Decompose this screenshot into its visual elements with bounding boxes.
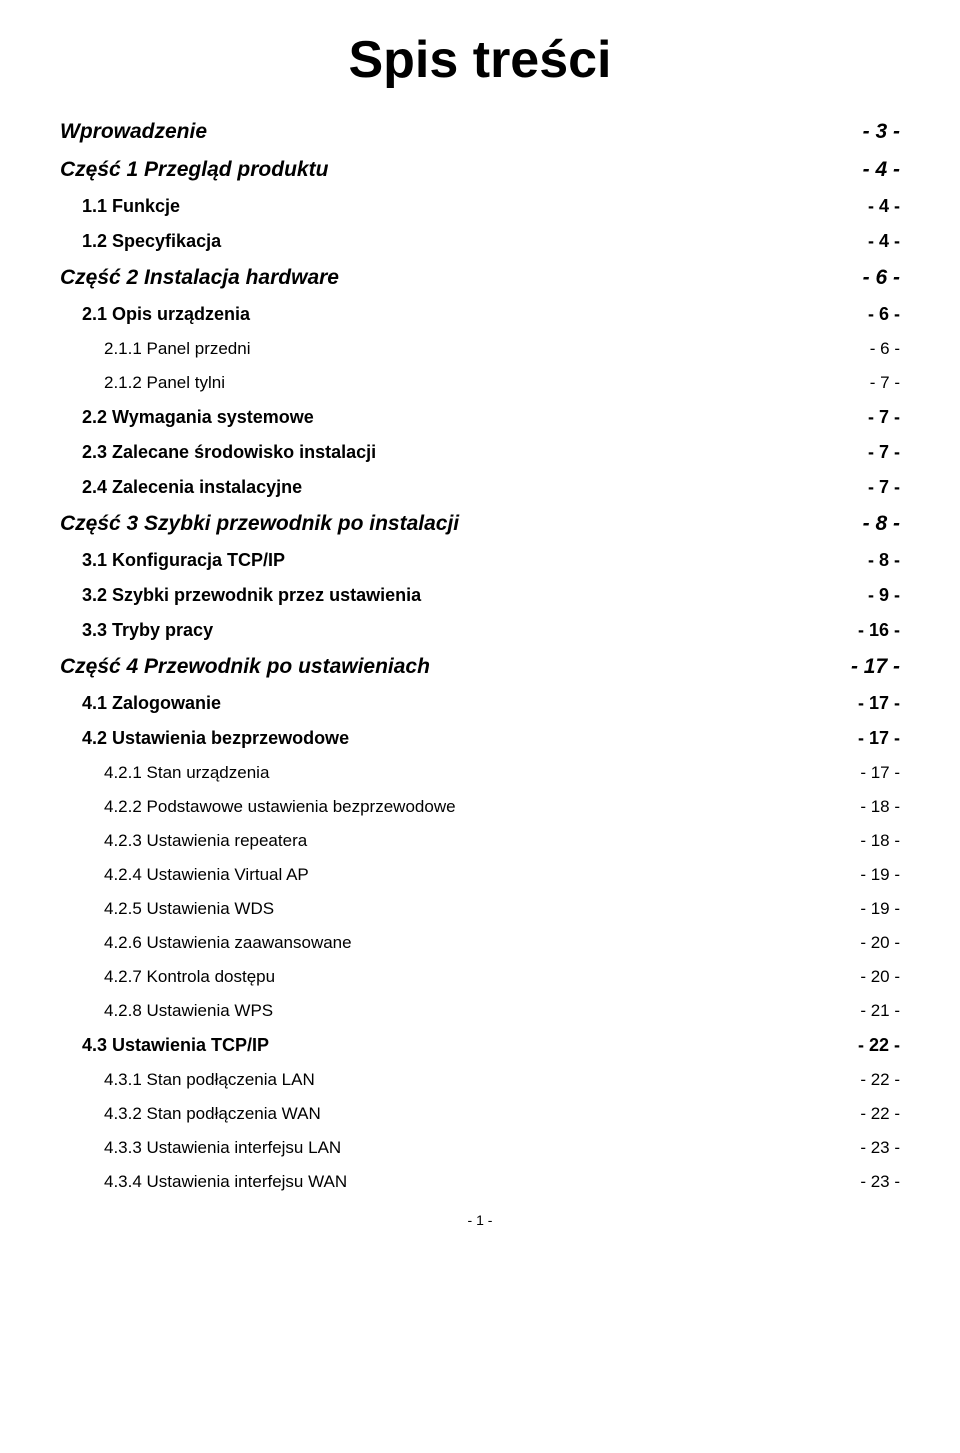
toc-row: 1.2 Specyfikacja - 4 -: [60, 231, 900, 252]
toc-label: 4.2 Ustawienia bezprzewodowe: [82, 728, 349, 749]
toc-row: 4.2.2 Podstawowe ustawienia bezprzewodow…: [60, 797, 900, 817]
toc-page: - 7 -: [868, 477, 900, 498]
toc-page: - 7 -: [868, 407, 900, 428]
toc-row: 4.2.5 Ustawienia WDS - 19 -: [60, 899, 900, 919]
toc-page: - 4 -: [868, 231, 900, 252]
toc-page: - 23 -: [860, 1172, 900, 1192]
toc-page: - 19 -: [860, 899, 900, 919]
toc-row: 4.3.2 Stan podłączenia WAN - 22 -: [60, 1104, 900, 1124]
toc-page: - 18 -: [860, 797, 900, 817]
toc-label: 4.2.1 Stan urządzenia: [104, 763, 269, 783]
toc-label: 4.3.2 Stan podłączenia WAN: [104, 1104, 321, 1124]
toc-row: 4.3.3 Ustawienia interfejsu LAN - 23 -: [60, 1138, 900, 1158]
toc-row: 2.1 Opis urządzenia - 6 -: [60, 304, 900, 325]
toc-label: Wprowadzenie: [60, 120, 207, 144]
toc-row: Część 2 Instalacja hardware - 6 -: [60, 266, 900, 290]
toc-label: 4.2.6 Ustawienia zaawansowane: [104, 933, 352, 953]
toc-label: 1.2 Specyfikacja: [82, 231, 221, 252]
toc-label: 3.1 Konfiguracja TCP/IP: [82, 550, 285, 571]
page-footer: - 1 -: [60, 1212, 900, 1228]
toc-page: - 16 -: [858, 620, 900, 641]
toc-row: 4.2.1 Stan urządzenia - 17 -: [60, 763, 900, 783]
toc-page: - 20 -: [860, 967, 900, 987]
toc-page: - 8 -: [868, 550, 900, 571]
toc-page: - 23 -: [860, 1138, 900, 1158]
toc-row: 4.2.8 Ustawienia WPS - 21 -: [60, 1001, 900, 1021]
toc-page: - 21 -: [860, 1001, 900, 1021]
toc-page: - 17 -: [858, 693, 900, 714]
toc-row: 2.4 Zalecenia instalacyjne - 7 -: [60, 477, 900, 498]
toc-row: 3.3 Tryby pracy - 16 -: [60, 620, 900, 641]
toc-row: Część 4 Przewodnik po ustawieniach - 17 -: [60, 655, 900, 679]
toc-label: 4.2.4 Ustawienia Virtual AP: [104, 865, 309, 885]
toc-label: 2.4 Zalecenia instalacyjne: [82, 477, 302, 498]
toc-page: - 4 -: [863, 158, 900, 182]
toc-row: 4.2.6 Ustawienia zaawansowane - 20 -: [60, 933, 900, 953]
toc-label: 4.2.3 Ustawienia repeatera: [104, 831, 307, 851]
toc-label: 2.1.1 Panel przedni: [104, 339, 251, 359]
toc-container: Wprowadzenie - 3 - Część 1 Przegląd produk…: [60, 120, 900, 1192]
toc-page: - 17 -: [851, 655, 900, 679]
toc-label: 3.2 Szybki przewodnik przez ustawienia: [82, 585, 421, 606]
toc-page: - 22 -: [858, 1035, 900, 1056]
toc-label: 2.3 Zalecane środowisko instalacji: [82, 442, 376, 463]
page-title: Spis treści: [60, 30, 900, 90]
toc-page: - 22 -: [860, 1104, 900, 1124]
toc-label: Część 4 Przewodnik po ustawieniach: [60, 655, 430, 679]
page: Spis treści Wprowadzenie - 3 - Część 1 Prz…: [0, 0, 960, 1453]
toc-page: - 17 -: [860, 763, 900, 783]
toc-page: - 20 -: [860, 933, 900, 953]
toc-row: 3.1 Konfiguracja TCP/IP - 8 -: [60, 550, 900, 571]
toc-page: - 7 -: [870, 373, 900, 393]
toc-page: - 4 -: [868, 196, 900, 217]
toc-page: - 6 -: [868, 304, 900, 325]
toc-label: 4.2.7 Kontrola dostępu: [104, 967, 275, 987]
toc-label: 1.1 Funkcje: [82, 196, 180, 217]
toc-page: - 18 -: [860, 831, 900, 851]
toc-row: 4.2.7 Kontrola dostępu - 20 -: [60, 967, 900, 987]
toc-row: Część 1 Przegląd produktu - 4 -: [60, 158, 900, 182]
toc-page: - 6 -: [870, 339, 900, 359]
toc-row: 4.3.4 Ustawienia interfejsu WAN - 23 -: [60, 1172, 900, 1192]
toc-row: 3.2 Szybki przewodnik przez ustawienia - …: [60, 585, 900, 606]
toc-row: 1.1 Funkcje - 4 -: [60, 196, 900, 217]
toc-row: 2.1.1 Panel przedni - 6 -: [60, 339, 900, 359]
toc-row: Wprowadzenie - 3 -: [60, 120, 900, 144]
toc-label: 4.2.2 Podstawowe ustawienia bezprzewodow…: [104, 797, 456, 817]
toc-page: - 8 -: [863, 512, 900, 536]
toc-page: - 22 -: [860, 1070, 900, 1090]
toc-label: 4.2.5 Ustawienia WDS: [104, 899, 274, 919]
toc-row: 2.3 Zalecane środowisko instalacji - 7 -: [60, 442, 900, 463]
toc-page: - 19 -: [860, 865, 900, 885]
toc-label: 2.2 Wymagania systemowe: [82, 407, 314, 428]
toc-label: 4.2.8 Ustawienia WPS: [104, 1001, 273, 1021]
toc-row: 4.2.4 Ustawienia Virtual AP - 19 -: [60, 865, 900, 885]
toc-page: - 17 -: [858, 728, 900, 749]
toc-label: 4.3 Ustawienia TCP/IP: [82, 1035, 269, 1056]
toc-row: 4.3.1 Stan podłączenia LAN - 22 -: [60, 1070, 900, 1090]
toc-label: Część 3 Szybki przewodnik po instalacji: [60, 512, 459, 536]
toc-row: 4.1 Zalogowanie - 17 -: [60, 693, 900, 714]
toc-label: 4.1 Zalogowanie: [82, 693, 221, 714]
toc-row: 4.2 Ustawienia bezprzewodowe - 17 -: [60, 728, 900, 749]
toc-label: 3.3 Tryby pracy: [82, 620, 213, 641]
toc-label: 2.1 Opis urządzenia: [82, 304, 250, 325]
toc-label: 4.3.4 Ustawienia interfejsu WAN: [104, 1172, 347, 1192]
toc-page: - 6 -: [863, 266, 900, 290]
toc-row: 4.2.3 Ustawienia repeatera - 18 -: [60, 831, 900, 851]
toc-row: 2.1.2 Panel tylni - 7 -: [60, 373, 900, 393]
toc-label: Część 1 Przegląd produktu: [60, 158, 328, 182]
toc-row: Część 3 Szybki przewodnik po instalacji -…: [60, 512, 900, 536]
toc-row: 4.3 Ustawienia TCP/IP - 22 -: [60, 1035, 900, 1056]
toc-label: Część 2 Instalacja hardware: [60, 266, 339, 290]
toc-row: 2.2 Wymagania systemowe - 7 -: [60, 407, 900, 428]
toc-label: 4.3.3 Ustawienia interfejsu LAN: [104, 1138, 341, 1158]
toc-label: 4.3.1 Stan podłączenia LAN: [104, 1070, 315, 1090]
toc-page: - 9 -: [868, 585, 900, 606]
toc-page: - 7 -: [868, 442, 900, 463]
toc-label: 2.1.2 Panel tylni: [104, 373, 225, 393]
toc-page: - 3 -: [863, 120, 900, 144]
